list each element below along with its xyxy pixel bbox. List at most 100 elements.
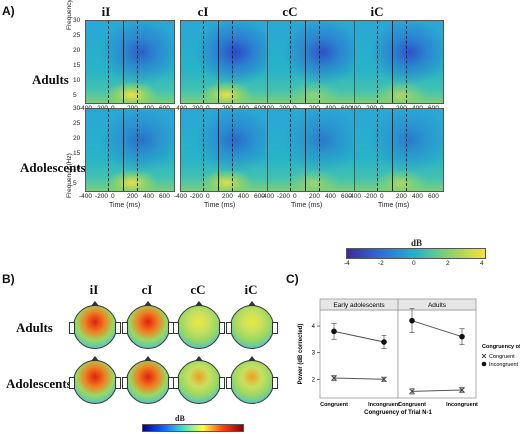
tf-xtick-label: -400 (348, 193, 362, 200)
panel-letter-a: A) (2, 4, 15, 18)
tf-xtick-label: 200 (309, 193, 320, 200)
head-nose (91, 301, 99, 306)
tf-map (267, 108, 357, 192)
topo-title-iC: iC (244, 282, 258, 297)
colorbar-a-tick: 0 (412, 260, 416, 267)
tf-xlabel: Time (ms) (378, 202, 410, 209)
data-point-incongruent (381, 339, 387, 345)
head-ear (272, 322, 278, 334)
topo-head-map (226, 356, 278, 404)
head-nose (248, 356, 256, 361)
y-tick-label: 3 (312, 351, 316, 357)
head-ear (226, 322, 232, 334)
event-marker-line (319, 21, 321, 103)
event-marker-line (232, 21, 234, 103)
tf-map (354, 20, 444, 104)
tf-xtick-label: 200 (222, 193, 233, 200)
tf-map (180, 108, 270, 192)
event-marker-line (137, 21, 139, 103)
topo-head-map (122, 356, 174, 404)
event-marker-line (203, 109, 204, 191)
head-nose (144, 301, 152, 306)
col-title-iC: iC (370, 4, 384, 19)
topo-title-iI: iI (89, 282, 99, 297)
head-nose (195, 301, 203, 306)
tf-ylabel-adolescents: Frequency (Hz) (66, 153, 73, 198)
head-ear (115, 322, 121, 334)
tf-xtick-label: 400 (412, 193, 423, 200)
head-ear (122, 322, 128, 334)
col-title-iI: iI (101, 4, 111, 19)
series-line (333, 377, 385, 380)
colorbar-a-tick: -2 (378, 260, 384, 267)
tf-xtick-label: 400 (325, 193, 336, 200)
tf-ytick-label: 20 (73, 47, 81, 54)
data-point-congruent (331, 375, 337, 381)
tf-xtick-label: 0 (206, 193, 210, 200)
legend-marker-incongruent (481, 361, 487, 367)
event-marker-line (203, 21, 204, 103)
panel-letter-c: C) (286, 272, 299, 286)
colorbar-b-label: dB (175, 414, 185, 423)
topo-head-map (69, 356, 121, 404)
colorbar-a-tick: -4 (344, 260, 350, 267)
col-title-cI: cI (197, 4, 209, 19)
head-nose (195, 356, 203, 361)
event-marker-line (290, 21, 291, 103)
legend-title: Congruency of Trial N (482, 344, 520, 350)
facet-panel (397, 309, 477, 399)
tf-map (180, 20, 270, 104)
tf-xtick-label: 600 (254, 193, 265, 200)
x-tick-label: Congruent (320, 402, 348, 408)
series-line (411, 320, 463, 338)
head-ear (219, 322, 225, 334)
tf-ytick-label: 5 (73, 92, 77, 99)
x-tick-label: Incongruent (446, 402, 478, 408)
data-point-congruent (409, 388, 415, 395)
series-line (411, 389, 463, 392)
tf-xtick-label: 600 (159, 193, 170, 200)
tf-xtick-label: 200 (396, 193, 407, 200)
head-ear (272, 377, 278, 389)
facet-panel (319, 309, 399, 399)
colorbar-a-tick: 4 (480, 260, 484, 267)
tf-xlabel: Time (ms) (291, 202, 323, 209)
colorbar-a (346, 248, 486, 259)
event-marker-line (137, 109, 139, 191)
event-marker-line (406, 109, 408, 191)
tf-ytick-label: 20 (73, 135, 81, 142)
tf-xtick-label: 0 (380, 193, 384, 200)
event-marker-line (122, 109, 124, 191)
tf-xtick-label: -200 (95, 193, 109, 200)
topo-head-map (122, 301, 174, 349)
event-marker-line (232, 109, 234, 191)
row-label-adolescents-a: Adolescents (20, 160, 86, 175)
head-nose (144, 356, 152, 361)
data-point-congruent (381, 376, 387, 383)
tf-xtick-label: -200 (277, 193, 291, 200)
tf-xtick-label: -400 (174, 193, 188, 200)
series-line (333, 330, 385, 343)
y-axis-label: Power (dB corrected) (298, 324, 304, 385)
tf-ytick-label: 30 (73, 17, 81, 24)
event-marker-line (290, 109, 291, 191)
colorbar-a-tick: 2 (446, 260, 450, 267)
tf-ytick-label: 10 (73, 77, 81, 84)
data-point-incongruent (331, 328, 337, 335)
event-marker-line (304, 21, 306, 103)
x-tick-label: Congruent (398, 402, 426, 408)
event-marker-line (377, 109, 378, 191)
head-nose (91, 356, 99, 361)
topo-title-cI: cI (141, 282, 153, 297)
topo-head-map (173, 356, 225, 404)
facet-label: Adults (428, 302, 447, 309)
tf-xlabel: Time (ms) (204, 202, 236, 209)
event-marker-line (108, 21, 109, 103)
event-marker-line (108, 109, 109, 191)
data-point-congruent (459, 387, 465, 393)
event-marker-line (406, 21, 408, 103)
tf-ytick-label: 15 (73, 150, 81, 157)
tf-xtick-label: 400 (238, 193, 249, 200)
tf-xtick-label: -400 (79, 193, 93, 200)
